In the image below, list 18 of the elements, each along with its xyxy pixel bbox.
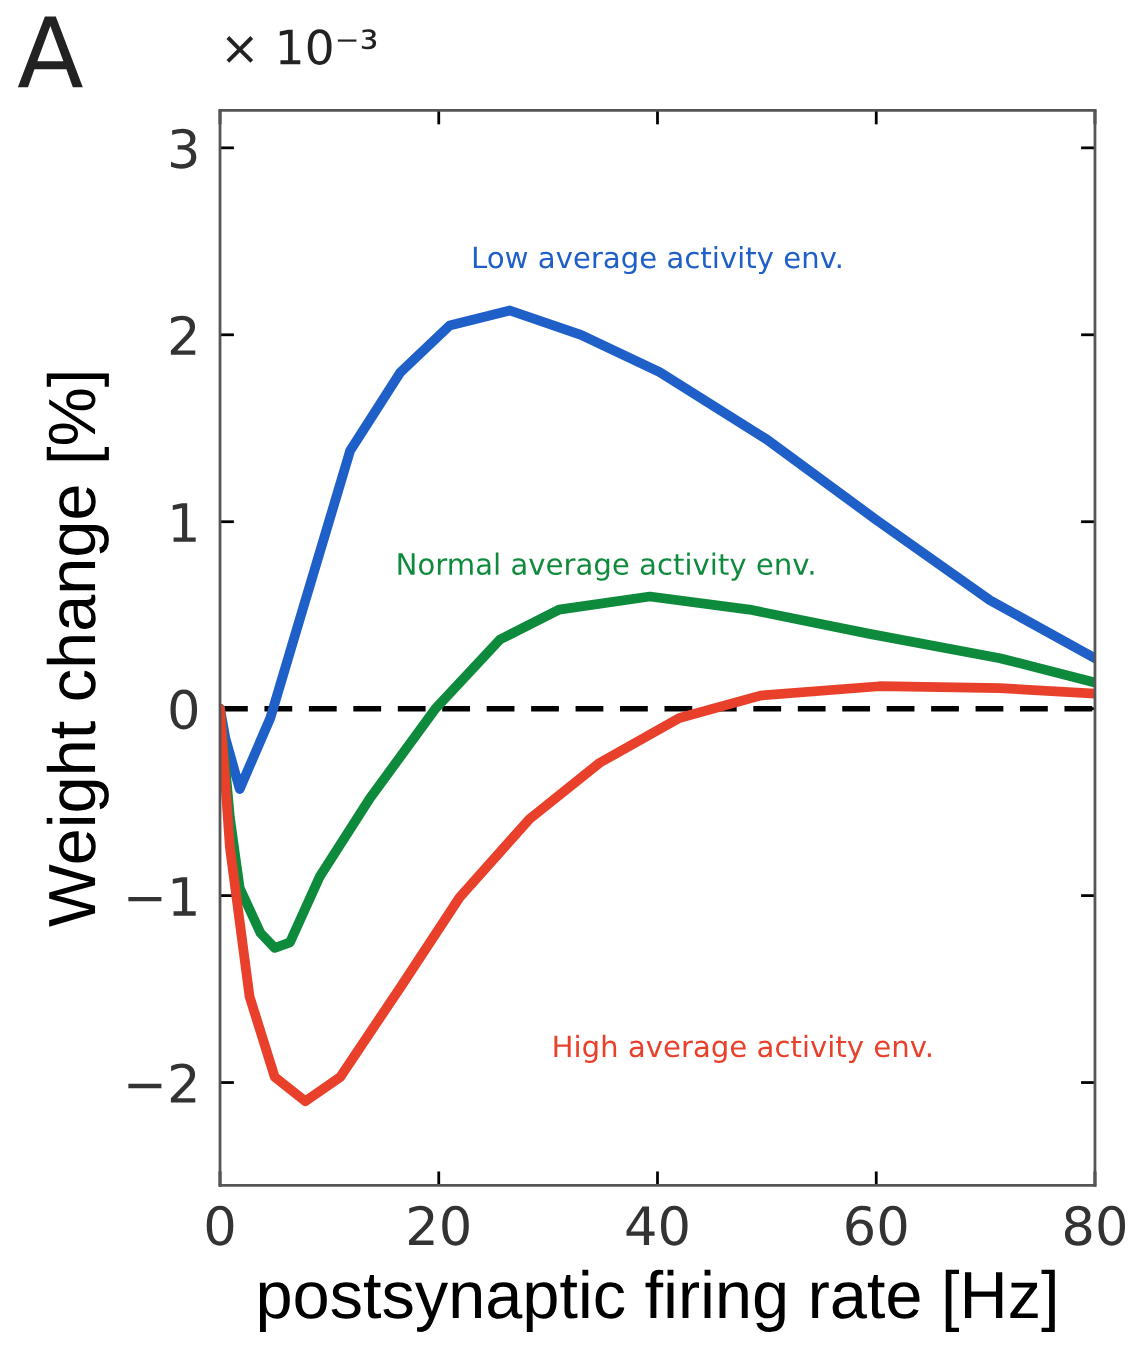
text: × 10⁻³ [226, 29, 377, 65]
y-tick-label: 0 [170, 689, 198, 730]
x-axis-title: postsynaptic firing rate [Hz] [259, 1269, 1055, 1332]
text: High average activity env. [554, 1034, 931, 1064]
x-tick-label: 60 [846, 1205, 907, 1246]
x-tick-label: 40 [626, 1205, 688, 1246]
y-tick-label: −1 [128, 877, 196, 916]
x-tick-label: 20 [409, 1205, 469, 1246]
y-axis-title: Weight change [%] [46, 373, 109, 927]
y-tick-label: 2 [170, 315, 196, 355]
y-tick-label: 3 [171, 128, 197, 169]
series-label: Low average activity env. [473, 245, 841, 275]
y-tick-label: 1 [172, 503, 196, 542]
series-label: Normal average activity env. [398, 552, 814, 581]
text: A [17, 16, 83, 88]
y-tick-label: −2 [128, 1063, 196, 1103]
x-tick-label: 0 [206, 1205, 234, 1246]
x-tick-label: 80 [1064, 1205, 1126, 1246]
